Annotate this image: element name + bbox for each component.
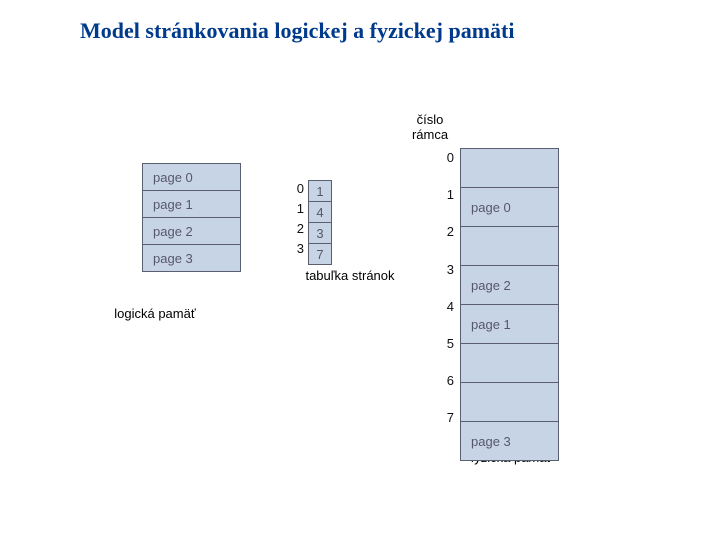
table-cell <box>461 344 559 383</box>
table-cell: page 3 <box>461 422 559 461</box>
index-label: 2 <box>438 224 454 239</box>
table-row <box>461 383 559 422</box>
table-cell: 3 <box>309 223 332 244</box>
table-row: 7 <box>309 244 332 265</box>
table-row: page 3 <box>143 245 241 272</box>
label-cislo: číslo <box>400 112 460 127</box>
table-row: 4 <box>309 202 332 223</box>
index-label: 0 <box>290 181 304 196</box>
table-row: page 1 <box>143 191 241 218</box>
table-cell: page 0 <box>461 188 559 227</box>
label-logicka-pamat: logická pamäť <box>100 306 210 321</box>
index-label: 1 <box>290 201 304 216</box>
table-cell <box>461 227 559 266</box>
table-row: 1 <box>309 181 332 202</box>
table-row: page 0 <box>143 164 241 191</box>
table-cell: 1 <box>309 181 332 202</box>
table-cell: page 1 <box>143 191 241 218</box>
table-row: page 1 <box>461 305 559 344</box>
index-label: 7 <box>438 410 454 425</box>
logical-memory-table: page 0page 1page 2page 3 <box>142 163 241 272</box>
table-cell: 4 <box>309 202 332 223</box>
physical-memory-body: page 0 page 2page 1 page 3 <box>461 149 559 461</box>
table-cell: page 2 <box>143 218 241 245</box>
index-label: 3 <box>290 241 304 256</box>
label-ramca: rámca <box>400 127 460 142</box>
table-row: 3 <box>309 223 332 244</box>
index-label: 3 <box>438 262 454 277</box>
table-row <box>461 149 559 188</box>
physical-memory-table: page 0 page 2page 1 page 3 <box>460 148 559 461</box>
table-row: page 0 <box>461 188 559 227</box>
table-row <box>461 344 559 383</box>
table-cell: page 3 <box>143 245 241 272</box>
table-cell <box>461 383 559 422</box>
table-cell: 7 <box>309 244 332 265</box>
index-label: 1 <box>438 187 454 202</box>
table-cell <box>461 149 559 188</box>
table-row <box>461 227 559 266</box>
logical-memory-body: page 0page 1page 2page 3 <box>143 164 241 272</box>
table-row: page 3 <box>461 422 559 461</box>
table-cell: page 2 <box>461 266 559 305</box>
page-table-body: 1437 <box>309 181 332 265</box>
index-label: 2 <box>290 221 304 236</box>
page-table: 1437 <box>308 180 332 265</box>
index-label: 5 <box>438 336 454 351</box>
index-label: 6 <box>438 373 454 388</box>
table-cell: page 1 <box>461 305 559 344</box>
page-title: Model stránkovania logickej a fyzickej p… <box>80 18 514 44</box>
table-row: page 2 <box>461 266 559 305</box>
table-cell: page 0 <box>143 164 241 191</box>
table-row: page 2 <box>143 218 241 245</box>
index-label: 0 <box>438 150 454 165</box>
index-label: 4 <box>438 299 454 314</box>
label-tabulka-stranok: tabuľka stránok <box>290 268 410 283</box>
